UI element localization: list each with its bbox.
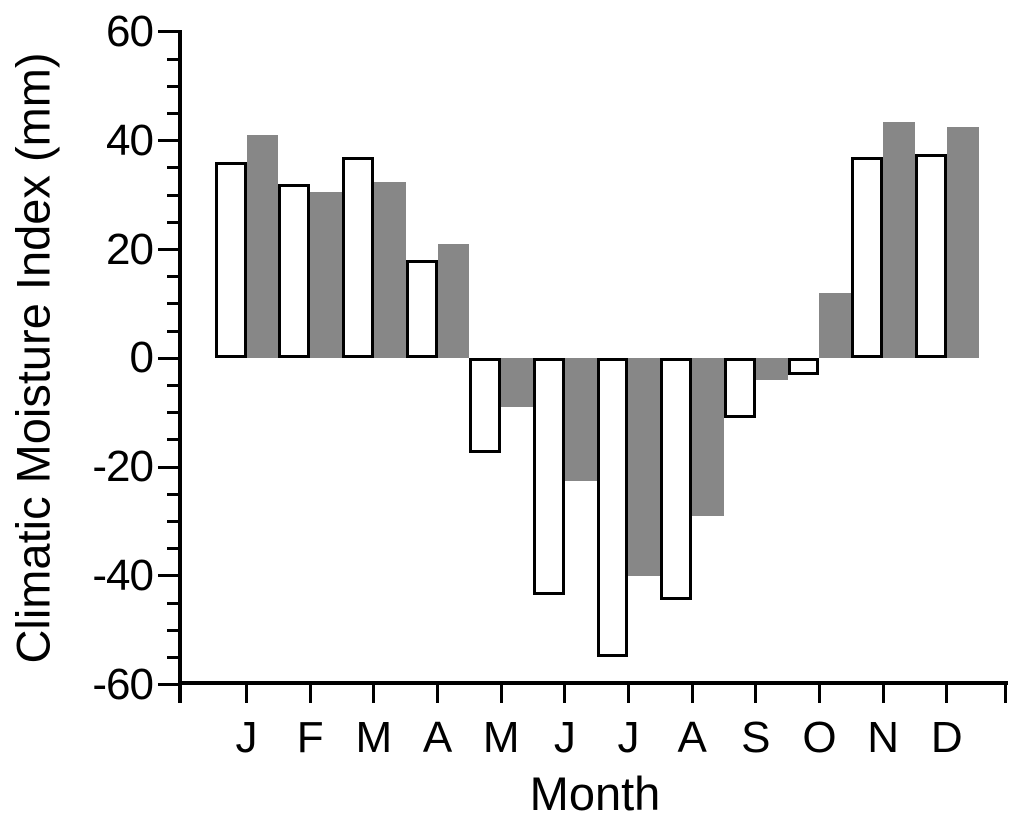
bar-filled-bars-m-m501: [501, 358, 533, 408]
x-tick-label-month: A: [422, 713, 453, 762]
bar-open-bars-j-m214: [214, 162, 247, 359]
x-tick: [690, 685, 694, 703]
y-axis-line: [178, 30, 182, 703]
x-tick: [178, 685, 182, 703]
y-minor-tick: [167, 220, 178, 224]
x-tick-label-month: D: [930, 713, 963, 762]
y-minor-tick: [167, 656, 178, 659]
x-tick-label-month: N: [867, 713, 900, 762]
y-tick-label: -20: [92, 442, 154, 492]
y-major-tick: [158, 139, 178, 143]
x-tick: [626, 685, 630, 703]
x-tick: [563, 685, 567, 703]
x-tick: [308, 685, 312, 703]
x-tick-label-month: J: [235, 713, 258, 762]
bar-open-bars-j-m596: [596, 358, 629, 658]
y-minor-tick: [167, 193, 178, 197]
y-minor-tick: [167, 302, 178, 306]
y-minor-tick: [167, 166, 178, 170]
y-minor-tick: [167, 275, 178, 279]
y-minor-tick: [167, 329, 178, 333]
bar-open-bars-a-m405: [405, 260, 438, 359]
y-minor-tick: [167, 411, 178, 415]
x-tick: [372, 685, 376, 703]
y-minor-tick: [167, 438, 178, 442]
y-tick-label: 20: [106, 224, 154, 274]
x-tick-label-month: F: [296, 713, 324, 762]
y-minor-tick: [167, 601, 178, 605]
y-major-tick: [158, 465, 178, 469]
y-tick-label: 0: [129, 333, 154, 383]
y-axis-title: Climatic Moisture Index (mm): [6, 52, 60, 664]
x-tick: [945, 685, 949, 703]
bar-open-bars-f-m278: [278, 184, 311, 359]
y-minor-tick: [167, 520, 178, 523]
bar-filled-bars-d-m946: [946, 127, 979, 359]
x-tick: [499, 685, 503, 703]
x-tick-label-month: A: [677, 713, 707, 762]
y-minor-tick: [167, 384, 178, 387]
bar-open-bars-n-m851: [851, 157, 884, 359]
bar-open-bars-s-m723: [723, 358, 756, 419]
x-tick-label-month: J: [553, 713, 576, 762]
x-tick: [817, 685, 821, 703]
x-tick-label-month: O: [802, 713, 837, 762]
y-tick-label: 60: [106, 6, 154, 56]
y-minor-tick: [167, 628, 178, 632]
bar-filled-bars-j-m628: [628, 358, 661, 576]
x-tick: [1003, 685, 1007, 703]
y-minor-tick: [167, 492, 178, 496]
y-major-tick: [158, 30, 178, 34]
bar-open-bars-j-m533: [533, 358, 565, 595]
y-tick-label: -40: [92, 550, 154, 600]
x-axis-title: Month: [529, 767, 661, 820]
bar-open-bars-o-m787: [787, 358, 820, 375]
bar-filled-bars-m-m373: [373, 181, 406, 359]
x-tick-label-month: J: [617, 713, 640, 762]
bar-filled-bars-j-m564: [564, 358, 597, 481]
x-tick: [245, 685, 249, 703]
bar-filled-bars-j-m246: [246, 135, 279, 359]
y-major-tick: [158, 248, 178, 251]
y-minor-tick: [167, 84, 178, 88]
y-tick-label: -60: [92, 659, 154, 709]
bar-filled-bars-f-m310: [310, 192, 343, 359]
y-major-tick: [158, 574, 178, 578]
x-tick-label-month: M: [482, 713, 520, 762]
x-tick: [436, 685, 439, 703]
bar-filled-bars-s-m755: [755, 358, 788, 381]
y-major-tick: [158, 356, 178, 360]
bar-open-bars-m-m342: [342, 157, 374, 359]
x-tick: [881, 685, 885, 703]
bar-filled-bars-n-m883: [883, 121, 915, 359]
bar-filled-bars-a-m692: [692, 358, 724, 517]
x-tick-label-month: M: [355, 713, 393, 762]
bar-filled-bars-o-m819: [819, 293, 852, 359]
x-axis-line: [178, 681, 1008, 685]
bar-open-bars-d-m914: [914, 154, 947, 359]
y-minor-tick: [167, 547, 178, 551]
bar-open-bars-m-m469: [469, 358, 502, 454]
x-tick-label-month: S: [741, 713, 771, 762]
y-minor-tick: [167, 112, 178, 115]
y-tick-label: 40: [106, 115, 154, 165]
bar-open-bars-a-m660: [660, 358, 693, 601]
x-tick: [754, 685, 758, 703]
y-major-tick: [158, 683, 178, 687]
bar-filled-bars-a-m437: [437, 244, 470, 359]
y-minor-tick: [167, 57, 178, 61]
